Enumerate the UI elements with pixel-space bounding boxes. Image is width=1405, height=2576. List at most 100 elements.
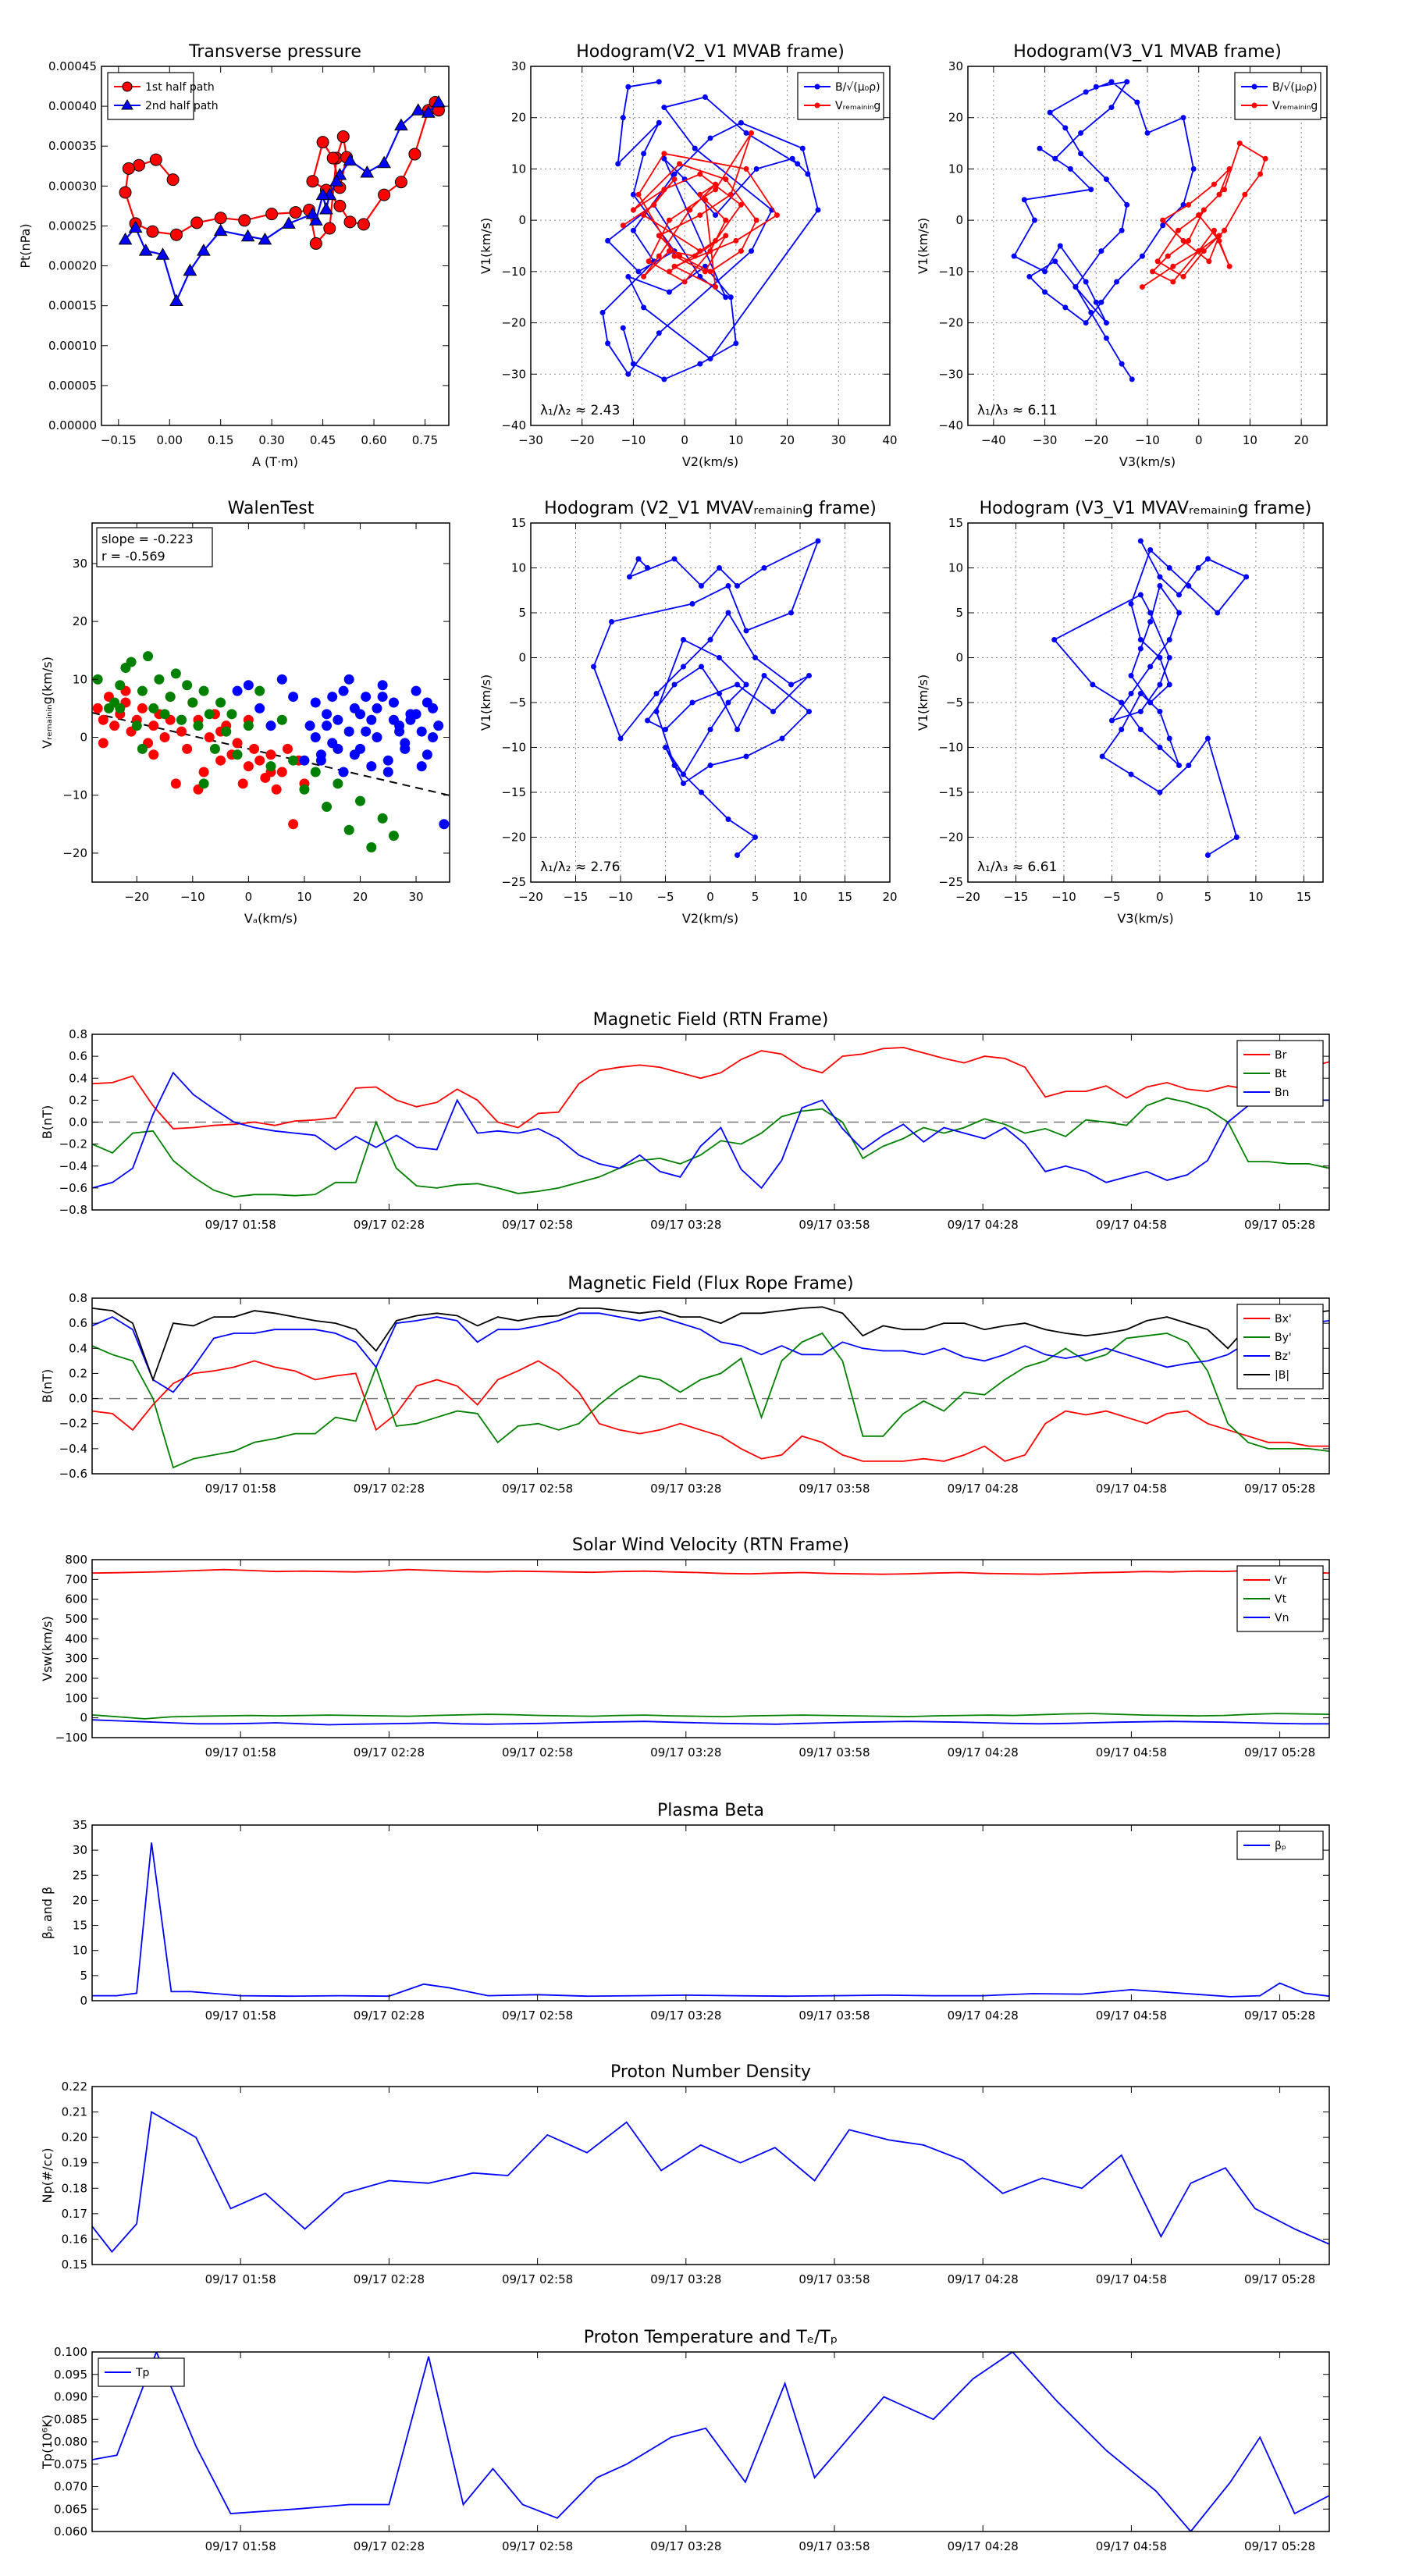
data-point <box>630 191 636 197</box>
data-point <box>1139 284 1145 290</box>
y-tick-label: 0.00025 <box>48 219 97 233</box>
data-point <box>1083 320 1089 326</box>
x-tick-label: 09/17 03:28 <box>650 2272 721 2286</box>
scatter-point <box>304 720 315 731</box>
data-point <box>1042 269 1048 275</box>
legend-label: B/√(μ₀ρ) <box>835 81 880 94</box>
x-tick-label: 09/17 01:58 <box>205 2008 276 2023</box>
data-point <box>1093 299 1099 305</box>
plot-area <box>92 1046 1329 1198</box>
x-tick-label: 09/17 02:28 <box>354 1218 425 1232</box>
data-point <box>1099 753 1105 760</box>
y-tick-label: 0.21 <box>62 2105 87 2119</box>
data-point <box>727 191 734 197</box>
data-point <box>727 294 734 301</box>
x-tick-label: 09/17 05:28 <box>1244 2272 1315 2286</box>
series-line-bz- <box>92 1312 1329 1393</box>
scatter-point <box>271 784 282 795</box>
data-point <box>308 213 323 226</box>
y-axis-label: βₚ and β <box>40 1887 55 1940</box>
y-tick-label: 30 <box>73 1843 87 1857</box>
data-point <box>697 171 703 177</box>
scatter-point <box>148 720 159 731</box>
x-tick-label: 0 <box>245 890 253 904</box>
scatter-point <box>322 709 333 720</box>
data-point <box>697 361 703 367</box>
data-point <box>1083 279 1089 285</box>
x-tick-label: 09/17 04:58 <box>1096 2539 1167 2553</box>
scatter-point <box>232 749 243 760</box>
legend-marker <box>121 99 133 110</box>
data-point <box>1160 222 1166 229</box>
x-tick-label: 09/17 01:58 <box>205 1745 276 1759</box>
series-line-bx- <box>92 1360 1329 1462</box>
scatter-point <box>366 714 377 725</box>
data-point <box>661 376 667 382</box>
data-point <box>725 699 731 706</box>
data-point <box>1157 583 1163 589</box>
data-point <box>1204 556 1211 562</box>
chart-title: Hodogram(V3_V1 MVAB frame) <box>1013 42 1282 62</box>
data-point <box>653 691 660 696</box>
chart-np: Proton Number Density 09/17 01:58 09/17 02… <box>40 2062 1330 2286</box>
data-point <box>1147 664 1154 670</box>
data-point <box>421 105 436 118</box>
data-point <box>666 289 672 295</box>
data-point <box>1170 279 1176 285</box>
data-point <box>752 834 758 840</box>
x-tick-label: 30 <box>831 433 846 447</box>
x-tick-label: 09/17 02:28 <box>354 2272 425 2286</box>
y-axis-label: V1(km/s) <box>916 674 930 731</box>
data-point <box>1216 191 1222 197</box>
y-tick-label: 0 <box>955 651 963 665</box>
data-point <box>707 763 713 768</box>
data-point <box>702 94 708 100</box>
x-tick-label: 09/17 03:58 <box>799 2539 870 2553</box>
data-point <box>1088 309 1094 315</box>
data-point <box>627 574 632 580</box>
scatter-point <box>98 714 108 725</box>
data-point <box>699 583 704 589</box>
x-tick-label: 09/17 05:28 <box>1244 1482 1315 1496</box>
y-tick-label: 15 <box>511 516 526 530</box>
data-point <box>1165 253 1171 259</box>
y-tick-label: 0.6 <box>69 1316 87 1330</box>
series-line-by- <box>92 1332 1329 1469</box>
scatter-point <box>159 709 170 720</box>
y-tick-label: −25 <box>938 875 963 889</box>
data-point <box>671 763 678 768</box>
x-tick-label: 09/17 02:58 <box>502 1218 573 1232</box>
scatter-point <box>276 674 287 685</box>
scatter-point <box>333 714 343 725</box>
chart-vsw: Solar Wind Velocity (RTN Frame) 09/17 01:… <box>40 1535 1330 1759</box>
y-tick-label: 10 <box>511 561 526 575</box>
data-point <box>717 655 722 660</box>
data-point <box>699 664 704 670</box>
x-tick-label: −5 <box>1103 890 1120 904</box>
y-tick-label: 20 <box>73 1893 87 1907</box>
y-tick-label: −0.4 <box>59 1159 87 1173</box>
chart-h4: Hodogram (V3_V1 MVAVᵣₑₘₐᵢₙᵢₙg frame)−20−… <box>916 499 1324 926</box>
y-tick-label: 0.20 <box>62 2130 87 2144</box>
data-point <box>671 263 678 269</box>
scatter-point <box>265 720 276 731</box>
scatter-point <box>215 755 226 766</box>
scatter-point <box>209 743 220 754</box>
legend-label: Bn <box>1275 1087 1289 1099</box>
data-point <box>1088 187 1094 193</box>
data-point <box>689 601 695 607</box>
y-tick-label: −20 <box>938 316 963 330</box>
data-point <box>1166 735 1172 742</box>
stats-box <box>96 527 213 568</box>
scatter-point <box>288 755 299 766</box>
plot-area <box>1011 79 1268 382</box>
data-point <box>1119 699 1125 706</box>
scatter-point <box>388 831 399 841</box>
data-point <box>1186 201 1192 208</box>
scatter-point <box>276 767 287 777</box>
legend-box <box>797 72 884 120</box>
scatter-point <box>154 674 165 685</box>
y-tick-label: 20 <box>73 614 87 628</box>
x-tick-label: 09/17 04:28 <box>948 1745 1019 1759</box>
y-tick-label: 0.2 <box>69 1093 87 1107</box>
